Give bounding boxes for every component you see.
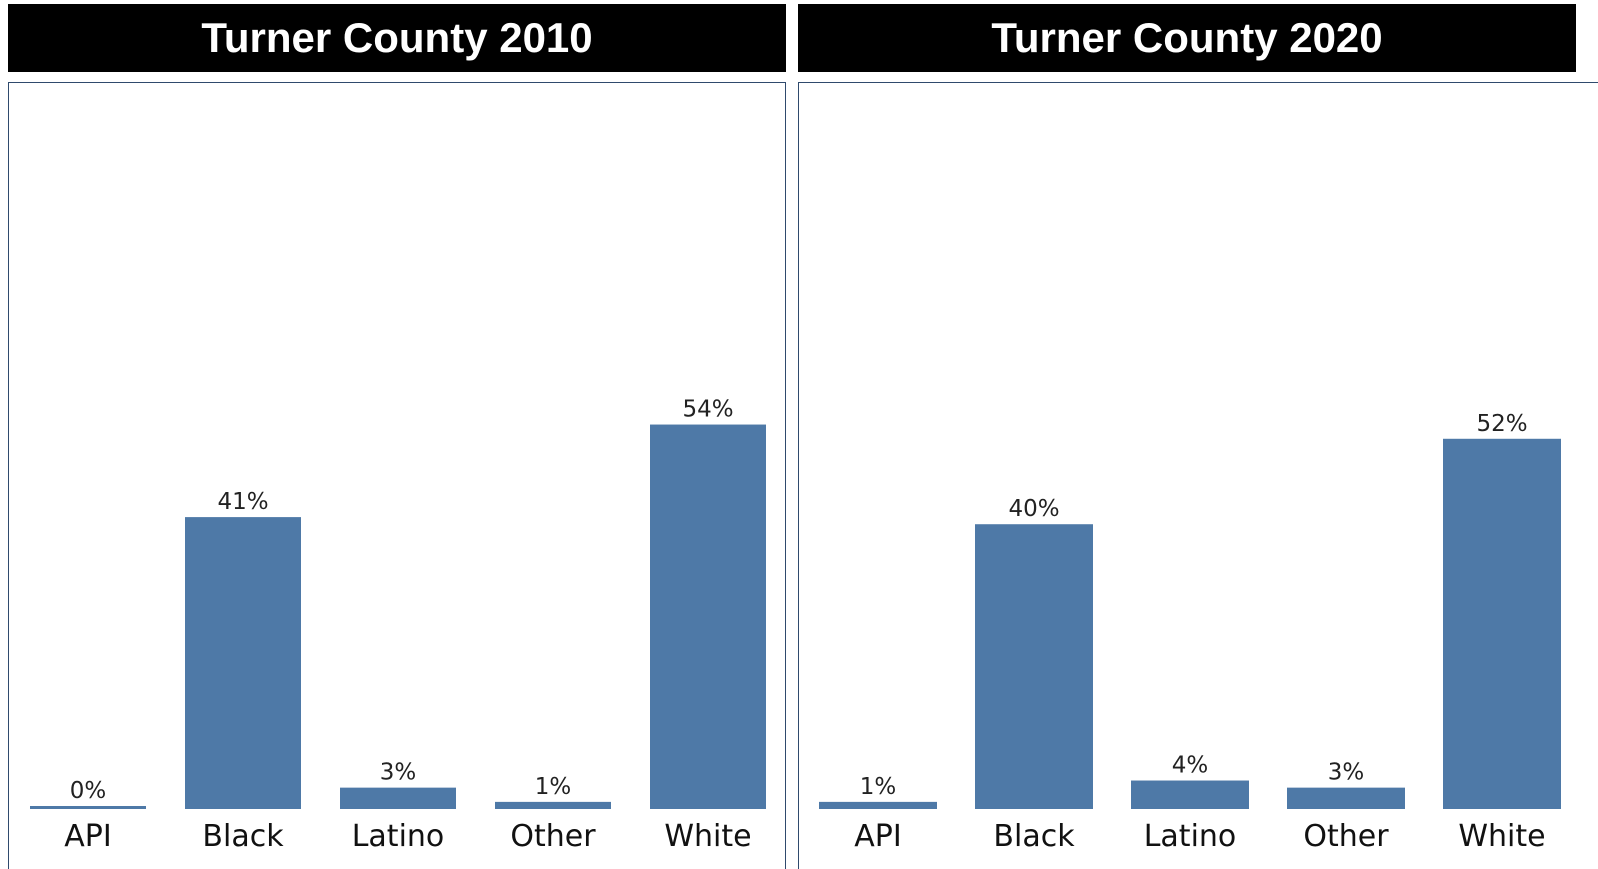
- data-label-white: 52%: [1476, 411, 1527, 437]
- bar-black: [185, 517, 301, 809]
- data-label-other: 1%: [535, 774, 572, 800]
- category-label-latino: Latino: [1144, 819, 1237, 854]
- chart-title: Turner County 2010: [8, 4, 786, 72]
- bar-latino: [1131, 780, 1249, 809]
- bar-chart-svg: 0% API 41% Black 3% Latino 1% Other 54% White: [30, 397, 766, 854]
- bar-api: [819, 801, 937, 809]
- bar-white: [650, 424, 766, 809]
- data-label-black: 41%: [217, 489, 268, 515]
- data-label-latino: 3%: [380, 760, 417, 786]
- bar-other: [495, 801, 611, 809]
- category-label-other: Other: [510, 819, 596, 854]
- bar-chart-svg: 1% API 40% Black 4% Latino 3% Other 52% White: [819, 411, 1561, 854]
- bar-other: [1287, 787, 1405, 809]
- data-label-latino: 4%: [1172, 753, 1209, 779]
- bar-black: [975, 524, 1093, 809]
- category-label-latino: Latino: [352, 819, 445, 854]
- plot-area: 0% API 41% Black 3% Latino 1% Other 54% White: [8, 82, 786, 869]
- category-label-other: Other: [1303, 819, 1389, 854]
- bar-api: [30, 806, 146, 809]
- category-label-api: API: [854, 819, 901, 854]
- bar-white: [1443, 438, 1561, 809]
- chart-panel-2010: Turner County 2010 0% API 41% Black 3% Latino…: [8, 4, 786, 869]
- category-label-api: API: [64, 819, 111, 854]
- bar-latino: [340, 787, 456, 809]
- category-label-white: White: [664, 819, 751, 854]
- data-label-black: 40%: [1008, 496, 1059, 522]
- data-label-api: 1%: [860, 774, 897, 800]
- chart-title: Turner County 2020: [798, 4, 1576, 72]
- plot-area: 1% API 40% Black 4% Latino 3% Other 52% White: [798, 82, 1598, 869]
- category-label-black: Black: [202, 819, 284, 854]
- data-label-other: 3%: [1328, 760, 1365, 786]
- category-label-black: Black: [993, 819, 1075, 854]
- category-label-white: White: [1458, 819, 1545, 854]
- data-label-api: 0%: [70, 778, 107, 804]
- chart-panel-2020: Turner County 2020 1% API 40% Black 4% Latino…: [798, 4, 1598, 869]
- data-label-white: 54%: [682, 397, 733, 423]
